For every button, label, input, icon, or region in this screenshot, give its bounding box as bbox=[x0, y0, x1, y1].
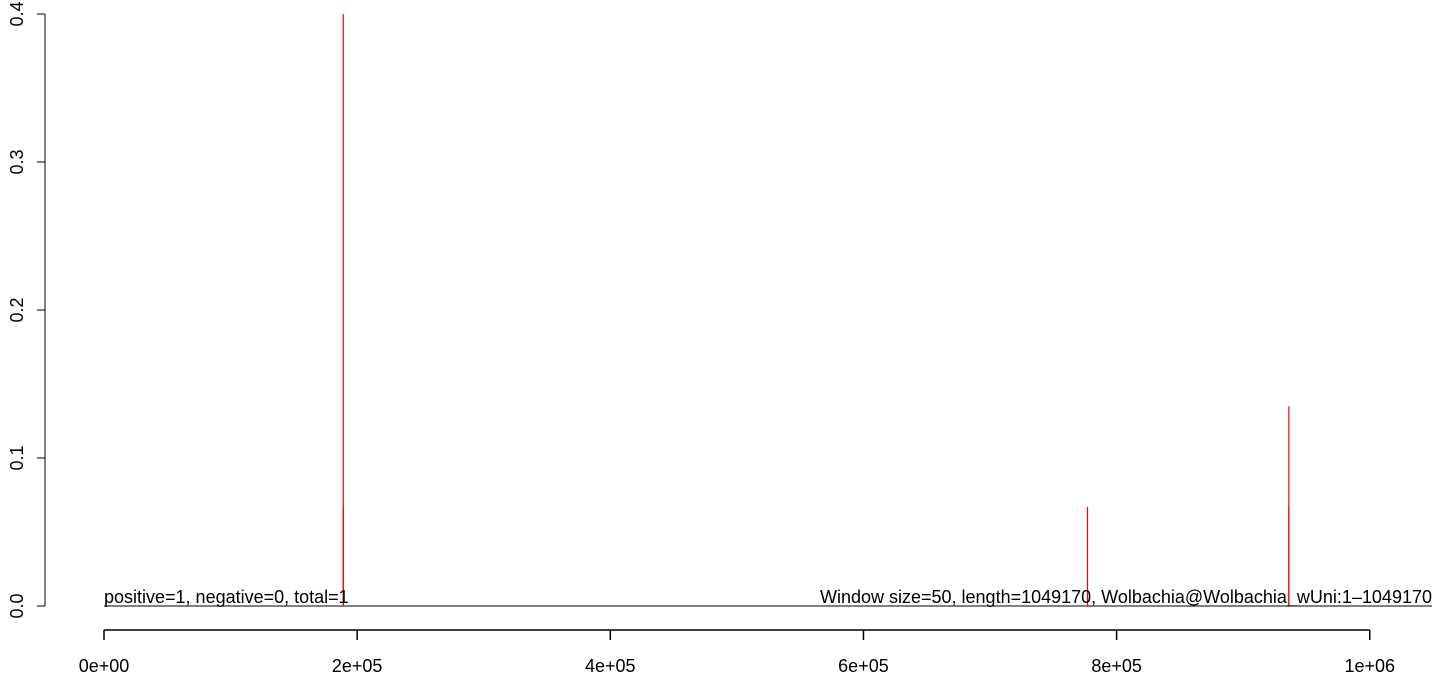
annotation-right: Window size=50, length=1049170, Wolbachi… bbox=[820, 587, 1432, 608]
x-tick-label: 4e+05 bbox=[585, 656, 636, 676]
annotation-left: positive=1, negative=0, total=1 bbox=[104, 587, 349, 607]
x-axis: 0e+00 2e+05 4e+05 6e+05 8e+05 1e+06 bbox=[79, 629, 1395, 676]
x-tick-label: 2e+05 bbox=[332, 656, 383, 676]
x-tick-label: 0e+00 bbox=[79, 656, 130, 676]
y-tick-label: 0.1 bbox=[7, 445, 27, 470]
bars-group bbox=[342, 14, 1290, 606]
x-tick-label: 1e+06 bbox=[1344, 656, 1395, 676]
y-tick-label: 0.4 bbox=[7, 1, 27, 26]
x-tick-label: 6e+05 bbox=[838, 656, 889, 676]
y-tick-label: 0.2 bbox=[7, 297, 27, 322]
y-tick-label: 0.0 bbox=[7, 593, 27, 618]
x-tick-label: 8e+05 bbox=[1091, 656, 1142, 676]
y-tick-label: 0.3 bbox=[7, 149, 27, 174]
y-axis: 0.0 0.1 0.2 0.3 0.4 bbox=[7, 1, 46, 619]
